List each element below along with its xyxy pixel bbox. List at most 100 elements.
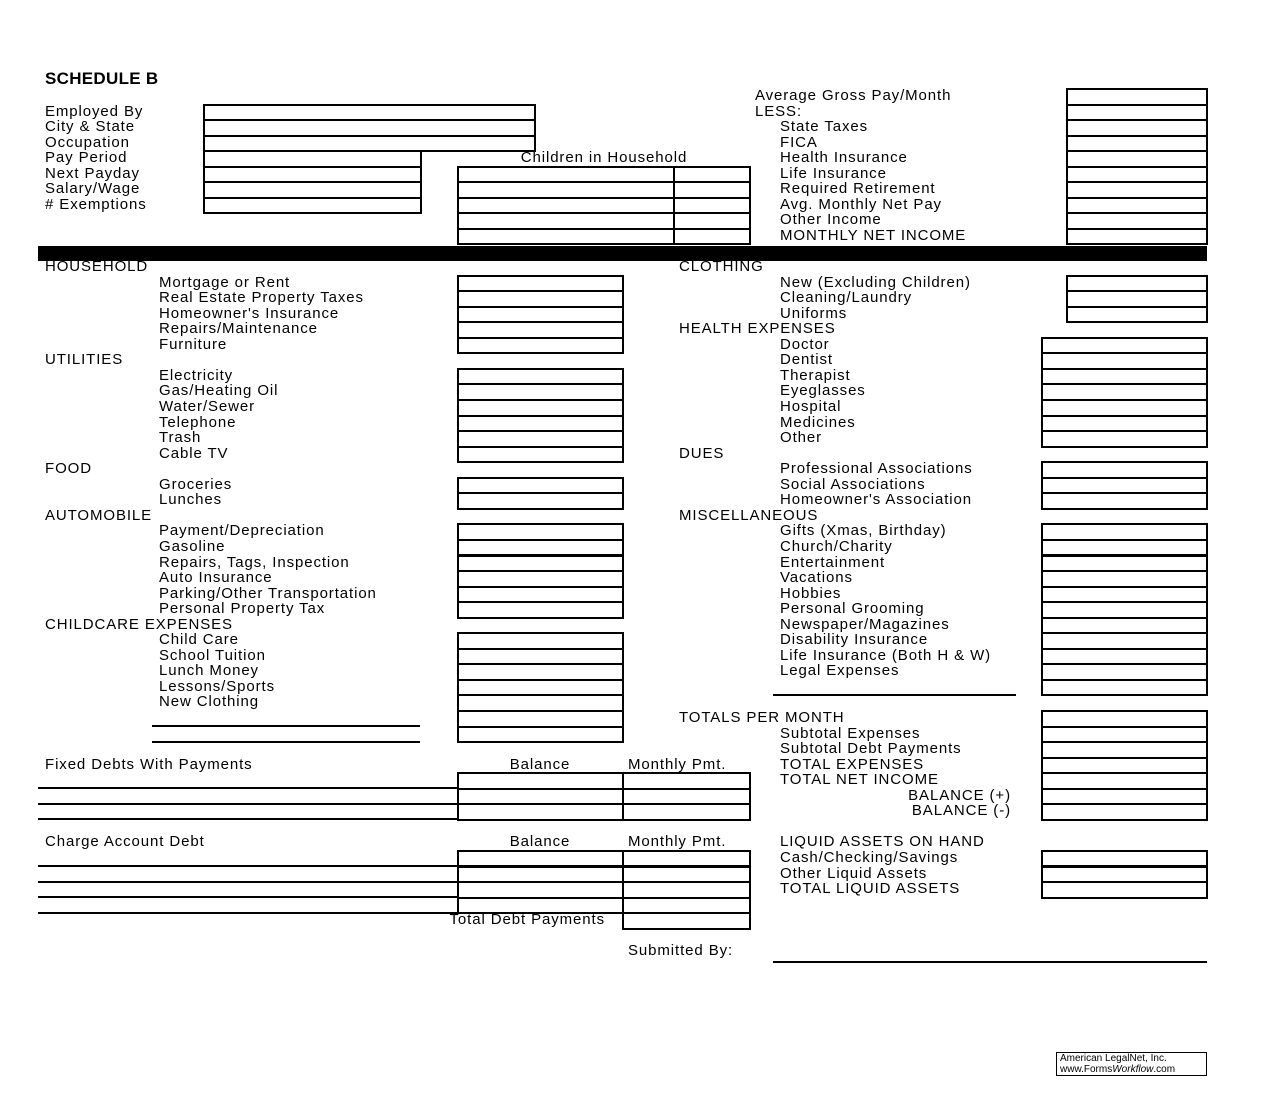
expense-label: New Clothing xyxy=(159,693,260,711)
expense-label: Telephone xyxy=(159,413,237,431)
publisher-footer: American LegalNet, Inc. www.FormsWorkflo… xyxy=(1056,1052,1207,1076)
totals-heading: TOTALS PER MONTH xyxy=(679,709,845,726)
url-italic: Workflow xyxy=(1112,1064,1154,1075)
monthly-pmt-header: Monthly Pmt. xyxy=(628,755,727,773)
income-deduction-label: Avg. Monthly Net Pay xyxy=(780,195,942,213)
expense-label: Furniture xyxy=(159,335,228,353)
expense-label: Church/Charity xyxy=(780,537,893,555)
expense-amount-input[interactable] xyxy=(1041,430,1208,448)
employment-label: City & State xyxy=(45,118,135,136)
expense-label: Child Care xyxy=(159,631,239,649)
liquid-input[interactable] xyxy=(1041,881,1208,899)
charge-name-line[interactable] xyxy=(38,911,457,914)
signature-line[interactable] xyxy=(773,961,1207,963)
expense-label: Personal Grooming xyxy=(780,600,925,618)
expense-label: Doctor xyxy=(780,335,830,353)
expense-amount-input[interactable] xyxy=(457,725,624,744)
totals-label: TOTAL NET INCOME xyxy=(780,771,939,789)
expense-label: Homeowner's Association xyxy=(780,491,972,509)
expense-label: Auto Insurance xyxy=(159,569,273,587)
publisher-name: American LegalNet, Inc. xyxy=(1060,1053,1167,1064)
blank-expense-line[interactable] xyxy=(152,740,420,743)
blank-expense-line[interactable] xyxy=(773,693,1016,696)
expense-amount-input[interactable] xyxy=(457,601,624,619)
income-input[interactable] xyxy=(1066,227,1208,246)
debt-monthly-input[interactable] xyxy=(622,803,751,821)
charge-debts-heading: Charge Account Debt xyxy=(45,833,205,851)
total-debt-payments-label: Total Debt Payments xyxy=(449,911,605,929)
expense-label: Hobbies xyxy=(780,584,842,602)
debt-name-line[interactable] xyxy=(38,787,457,790)
employment-label: Pay Period xyxy=(45,149,128,167)
income-deduction-label: FICA xyxy=(780,133,818,151)
monthly-pmt-header: Monthly Pmt. xyxy=(628,833,727,851)
section-heading: FOOD xyxy=(45,460,92,478)
employment-input[interactable] xyxy=(203,196,422,215)
expense-amount-input[interactable] xyxy=(1041,678,1208,697)
liquid-heading: LIQUID ASSETS ON HAND xyxy=(780,833,985,851)
expense-label: Mortgage or Rent xyxy=(159,273,291,291)
debt-name-line[interactable] xyxy=(38,802,457,805)
expense-label: Lunch Money xyxy=(159,662,259,680)
blank-expense-line[interactable] xyxy=(152,725,420,727)
employment-label: Occupation xyxy=(45,133,130,151)
expense-label: Vacations xyxy=(780,569,853,587)
expense-amount-input[interactable] xyxy=(1066,305,1208,324)
expense-label: Eyeglasses xyxy=(780,382,866,400)
section-heading: HOUSEHOLD xyxy=(45,258,149,276)
income-deduction-label: Life Insurance xyxy=(780,164,887,182)
totals-input[interactable] xyxy=(1041,803,1208,821)
charge-monthly-input[interactable] xyxy=(622,912,751,930)
charge-name-line[interactable] xyxy=(38,880,457,883)
totals-label: TOTAL EXPENSES xyxy=(780,755,925,773)
income-deduction-label: Other Income xyxy=(780,211,882,229)
debt-name-line[interactable] xyxy=(38,818,457,821)
balance-header: Balance xyxy=(509,755,571,773)
child-age-input[interactable] xyxy=(673,227,751,246)
totals-label: Subtotal Debt Payments xyxy=(780,740,962,758)
expense-label: New (Excluding Children) xyxy=(780,273,971,291)
section-divider-bar xyxy=(38,246,1207,261)
expense-amount-input[interactable] xyxy=(457,445,624,464)
expense-label: Gasoline xyxy=(159,537,226,555)
expense-label: Trash xyxy=(159,429,202,447)
expense-label: Personal Property Tax xyxy=(159,600,326,618)
debt-balance-input[interactable] xyxy=(457,803,624,821)
expense-label: Social Associations xyxy=(780,475,926,493)
expense-label: Water/Sewer xyxy=(159,398,256,415)
expense-amount-input[interactable] xyxy=(1041,492,1208,510)
employment-label: # Exemptions xyxy=(45,195,147,213)
liquid-label: Other Liquid Assets xyxy=(780,864,928,882)
charge-name-line[interactable] xyxy=(38,896,457,899)
fixed-debts-heading: Fixed Debts With Payments xyxy=(45,755,253,773)
expense-label: Therapist xyxy=(780,366,851,384)
balance-header: Balance xyxy=(509,833,571,851)
expense-label: Hospital xyxy=(780,398,842,415)
expense-label: Other xyxy=(780,429,823,447)
expense-amount-input[interactable] xyxy=(457,336,624,355)
employment-label: Salary/Wage xyxy=(45,180,141,198)
expense-amount-input[interactable] xyxy=(457,492,624,510)
expense-label: Life Insurance (Both H & W) xyxy=(780,646,992,664)
expense-label: Legal Expenses xyxy=(780,662,900,680)
expense-label: Professional Associations xyxy=(780,460,973,478)
expense-label: Payment/Depreciation xyxy=(159,522,325,540)
section-heading: HEALTH EXPENSES xyxy=(679,320,836,338)
income-deduction-label: MONTHLY NET INCOME xyxy=(780,226,967,244)
employment-label: Next Payday xyxy=(45,164,140,182)
avg-gross-label: Average Gross Pay/Month xyxy=(755,87,952,104)
liquid-label: Cash/Checking/Savings xyxy=(780,848,959,866)
section-heading: UTILITIES xyxy=(45,351,124,369)
income-deduction-label: Required Retirement xyxy=(780,180,936,198)
expense-label: Repairs, Tags, Inspection xyxy=(159,553,350,571)
totals-label: Subtotal Expenses xyxy=(780,724,921,742)
expense-label: Gifts (Xmas, Birthday) xyxy=(780,522,947,540)
charge-name-line[interactable] xyxy=(38,864,457,867)
expense-label: Cable TV xyxy=(159,444,229,462)
children-heading: Children in Household xyxy=(520,149,688,167)
section-heading: CLOTHING xyxy=(679,258,764,276)
publisher-url: www.FormsWorkflow.com xyxy=(1060,1064,1206,1075)
expense-label: Parking/Other Transportation xyxy=(159,584,377,602)
child-name-input[interactable] xyxy=(457,227,675,246)
